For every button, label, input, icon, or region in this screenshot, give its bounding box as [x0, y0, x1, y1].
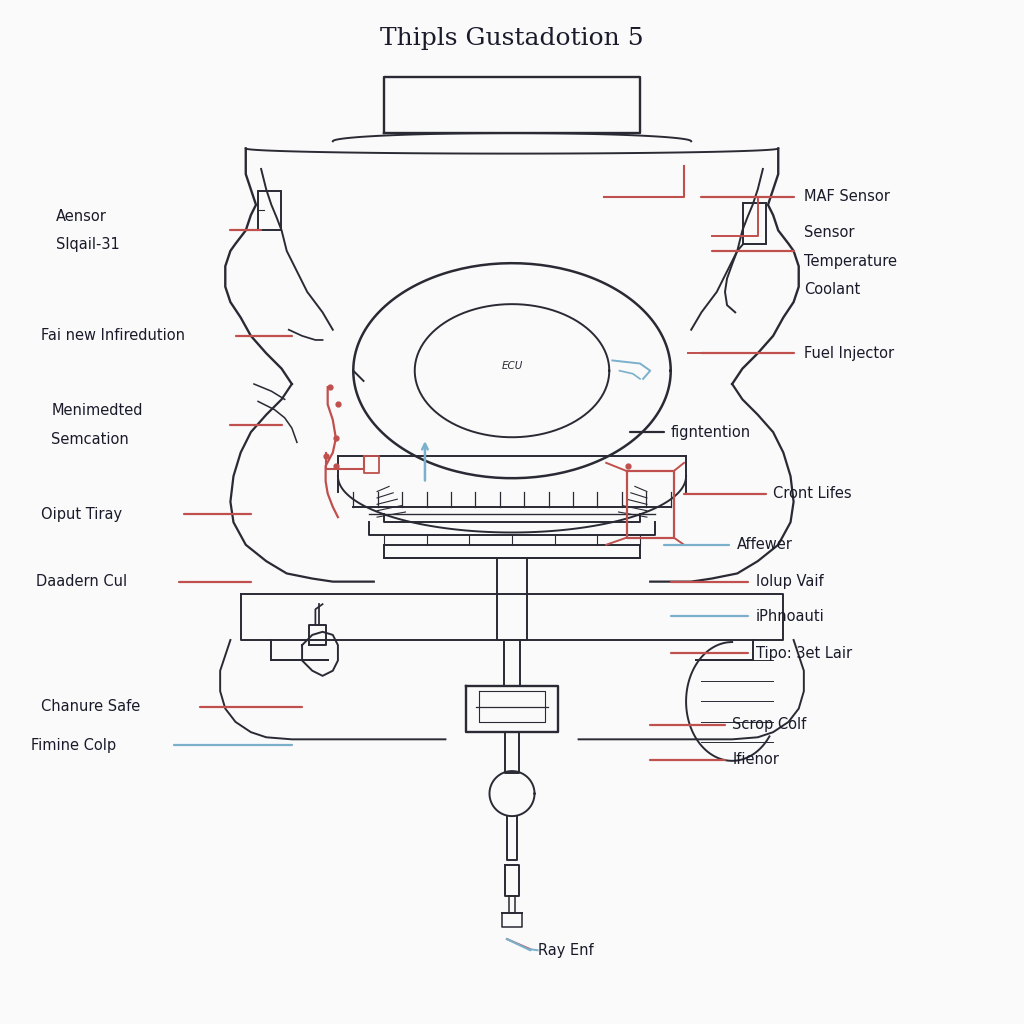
Bar: [258, 191, 281, 230]
Text: Temperature: Temperature: [804, 254, 897, 268]
Text: MAF Sensor: MAF Sensor: [804, 189, 890, 204]
Text: Cront Lifes: Cront Lifes: [773, 486, 852, 501]
Text: Ray Enf: Ray Enf: [538, 943, 593, 957]
Text: Fai new Infiredution: Fai new Infiredution: [41, 329, 185, 343]
Text: Fuel Injector: Fuel Injector: [804, 346, 894, 360]
Text: Coolant: Coolant: [804, 283, 860, 297]
Text: Scrop Colf: Scrop Colf: [732, 718, 807, 732]
Text: Daadern Cul: Daadern Cul: [36, 574, 127, 589]
Text: Aensor: Aensor: [56, 209, 108, 223]
Text: Affewer: Affewer: [737, 538, 794, 552]
Text: Semcation: Semcation: [51, 432, 129, 446]
Text: figntention: figntention: [671, 425, 751, 439]
Bar: [743, 203, 766, 244]
Text: Oiput Tiray: Oiput Tiray: [41, 507, 122, 521]
Text: Slqail-31: Slqail-31: [56, 238, 120, 252]
Text: Tipo: 3et Lair: Tipo: 3et Lair: [756, 646, 852, 660]
Text: Ifienor: Ifienor: [732, 753, 779, 767]
Text: iPhnoauti: iPhnoauti: [756, 609, 824, 624]
Text: ECU: ECU: [502, 360, 522, 371]
Text: Iolup Vaif: Iolup Vaif: [756, 574, 823, 589]
Text: Thipls Gustadotion 5: Thipls Gustadotion 5: [380, 28, 644, 50]
Text: Fimine Colp: Fimine Colp: [31, 738, 116, 753]
Text: Chanure Safe: Chanure Safe: [41, 699, 140, 714]
Text: Sensor: Sensor: [804, 225, 854, 240]
Text: Menimedted: Menimedted: [51, 403, 142, 418]
